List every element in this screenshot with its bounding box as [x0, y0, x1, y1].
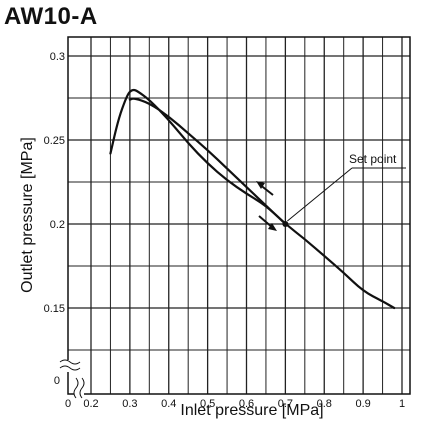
- frame-layer: [59, 36, 411, 402]
- set-point-label: Set point: [349, 152, 397, 166]
- x-axis-label: Inlet pressure [MPa]: [180, 402, 323, 419]
- grid-layer: [68, 37, 410, 394]
- increase-arrow-head: [256, 181, 265, 189]
- x-axis-break-mark: [73, 377, 79, 399]
- y-axis-break-mark: [59, 365, 81, 371]
- x-tick-label: 0.4: [161, 398, 176, 410]
- x-tick-label: 1: [399, 398, 405, 410]
- series-line-1: [109, 88, 287, 226]
- series-layer: [109, 88, 396, 310]
- x-axis-break-mark: [79, 377, 85, 399]
- y-tick-label: 0.25: [44, 135, 65, 147]
- x-tick-label: 0.7: [278, 398, 293, 410]
- y-tick-label: 0.2: [50, 219, 65, 231]
- y-axis-label: Outlet pressure [MPa]: [19, 137, 36, 293]
- x-axis-break-gap: [74, 386, 84, 402]
- set-point-marker: [282, 221, 289, 227]
- y-tick-label: 0.3: [50, 51, 65, 63]
- y-origin-label: 0: [54, 375, 60, 387]
- decrease-arrow-head: [268, 223, 277, 231]
- y-axis-break-mark: [59, 359, 81, 365]
- x-origin-label: 0: [65, 398, 71, 410]
- x-tick-label: 0.2: [83, 398, 98, 410]
- chart-title: AW10-A: [4, 3, 98, 30]
- set-point-leader: [287, 167, 353, 222]
- x-tick-label: 0.8: [317, 398, 332, 410]
- annotation-layer: Set point: [256, 152, 406, 231]
- x-tick-label: 0.3: [122, 398, 137, 410]
- series-line-2: [128, 97, 396, 310]
- x-tick-label: 0.9: [355, 398, 370, 410]
- x-tick-label: 0.5: [200, 398, 215, 410]
- y-tick-label: 0.15: [44, 303, 65, 315]
- x-tick-label: 0.6: [239, 398, 254, 410]
- tick-layer: 0.2 0.3 0.4 0.5 0.6 0.7 0.8 0.9 1 0 0.3 0.25 0.2 0.15…: [44, 51, 405, 410]
- plot-frame: [67, 36, 411, 395]
